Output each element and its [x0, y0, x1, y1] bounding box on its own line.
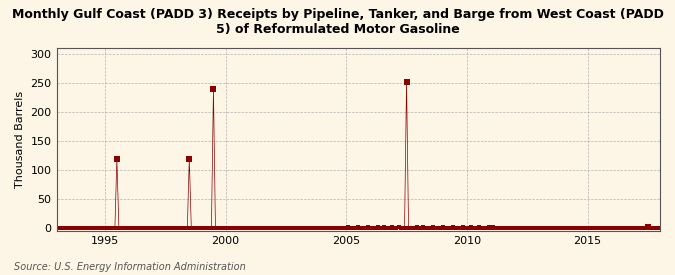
Text: Monthly Gulf Coast (PADD 3) Receipts by Pipeline, Tanker, and Barge from West Co: Monthly Gulf Coast (PADD 3) Receipts by … — [11, 8, 664, 36]
Text: Source: U.S. Energy Information Administration: Source: U.S. Energy Information Administ… — [14, 262, 245, 272]
Y-axis label: Thousand Barrels: Thousand Barrels — [15, 91, 25, 188]
